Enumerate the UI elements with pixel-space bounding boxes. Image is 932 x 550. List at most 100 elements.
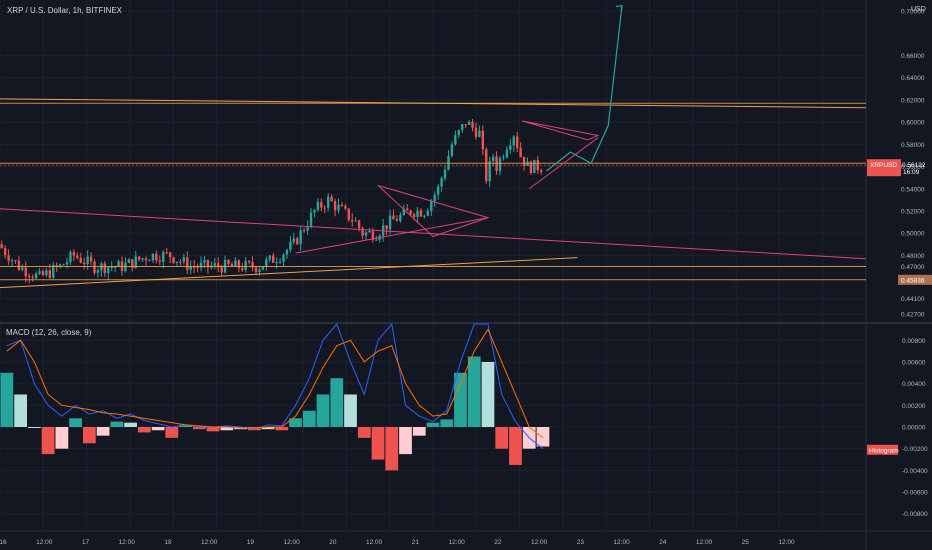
- candle-body: [265, 259, 268, 267]
- time-tick-label: 12:00: [36, 539, 53, 546]
- time-tick-label: 24: [659, 539, 667, 546]
- macd-histogram-bar: [124, 422, 137, 427]
- candle-body: [65, 262, 69, 265]
- candle-body: [127, 259, 131, 263]
- candle-body: [313, 209, 316, 213]
- candle-body: [402, 208, 405, 215]
- candle-body: [509, 145, 512, 150]
- candle-body: [48, 270, 52, 278]
- candle-body: [155, 253, 158, 261]
- macd-histogram-bar: [536, 427, 550, 447]
- macd-tick-label: 0.00400: [902, 381, 926, 388]
- time-tick-label: 21: [412, 539, 420, 546]
- symbol-tag: XRPUSD: [870, 162, 897, 169]
- price-tick-label: 0.50000: [901, 231, 925, 238]
- macd-histogram-bar: [495, 427, 509, 449]
- candle-body: [272, 255, 275, 263]
- candle-body: [162, 252, 165, 262]
- level-price-value: 0.45836: [901, 277, 925, 284]
- candle-body: [306, 226, 309, 231]
- macd-histogram-bar: [412, 427, 426, 436]
- macd-histogram-bar: [467, 356, 481, 427]
- candle-body: [124, 262, 127, 272]
- macd-histogram-bar: [330, 378, 344, 427]
- macd-histogram-bar: [220, 427, 234, 431]
- triangle-pattern-2: [522, 120, 600, 141]
- time-tick-label: 12:00: [448, 539, 465, 546]
- candle-body: [326, 196, 330, 208]
- time-tick-label: 22: [494, 539, 502, 546]
- candle-body: [502, 157, 505, 159]
- candle-body: [344, 206, 347, 209]
- rising-support-line: [0, 257, 578, 289]
- candle-body: [24, 267, 27, 277]
- candle-body: [28, 276, 31, 278]
- candle-body: [364, 232, 368, 236]
- macd-histogram-bar: [454, 372, 467, 427]
- candle-body: [495, 156, 498, 171]
- signal-line: [6, 328, 544, 439]
- candle-body: [175, 261, 179, 263]
- candle-body: [254, 267, 258, 273]
- candle-body: [213, 263, 216, 266]
- candle-body: [241, 267, 244, 271]
- candle-body: [141, 258, 144, 260]
- time-tick-label: 20: [329, 539, 337, 546]
- candle-body: [333, 201, 337, 211]
- candle-body: [361, 228, 364, 236]
- candle-body: [320, 202, 323, 208]
- projection-arrowhead: [615, 4, 623, 12]
- time-tick-label: 12:00: [201, 539, 218, 546]
- candle-body: [38, 271, 41, 274]
- macd-histogram-bar: [481, 361, 495, 427]
- time-tick-label: 16: [0, 539, 7, 546]
- time-tick-label: 12:00: [366, 539, 383, 546]
- candle-body: [179, 261, 182, 263]
- candle-body: [505, 149, 509, 158]
- candle-body: [533, 159, 536, 173]
- candle-body: [406, 208, 409, 211]
- macd-histogram-bar: [27, 427, 41, 428]
- candle-body: [237, 260, 241, 268]
- symbol-title[interactable]: XRP / U.S. Dollar, 1h, BITFINEX: [7, 6, 122, 15]
- candle-body: [117, 261, 120, 267]
- candle-body: [72, 252, 76, 256]
- candle-body: [412, 214, 416, 217]
- time-tick-label: 12:00: [696, 539, 713, 546]
- candle-body: [206, 259, 210, 268]
- candle-body: [443, 169, 447, 179]
- macd-histogram-bar: [0, 372, 14, 427]
- macd-line: [6, 322, 544, 450]
- candle-body: [69, 252, 72, 263]
- last-price-value: 0.56122: [902, 162, 926, 169]
- macd-histogram-bar: [69, 418, 82, 427]
- candle-body: [3, 248, 7, 256]
- candle-body: [62, 264, 65, 266]
- support-trendline-2: [528, 137, 599, 190]
- candle-body: [399, 214, 402, 221]
- candle-body: [131, 259, 134, 268]
- candle-body: [275, 262, 278, 264]
- candle-body: [14, 260, 17, 262]
- candle-body: [261, 266, 265, 270]
- macd-histogram-bar: [289, 418, 302, 427]
- candle-body: [251, 262, 254, 268]
- macd-tick-label: -0.00200: [902, 446, 928, 453]
- candle-body: [309, 212, 313, 227]
- triangle-pattern-1: [377, 184, 490, 238]
- macd-histogram-bar: [275, 427, 289, 431]
- price-tick-label: 0.64000: [901, 75, 925, 82]
- candle-body: [540, 170, 543, 172]
- support-trendline-1: [295, 217, 489, 254]
- candle-body: [21, 267, 24, 271]
- candle-body: [234, 260, 237, 267]
- candle-body: [357, 220, 361, 229]
- candle-body: [134, 256, 137, 268]
- macd-histogram-bar: [110, 421, 124, 427]
- macd-histogram-bar: [371, 427, 385, 460]
- macd-title[interactable]: MACD (12, 26, close, 9): [6, 328, 92, 337]
- candle-body: [461, 124, 464, 131]
- candle-body: [148, 260, 151, 262]
- price-tick-label: 0.66000: [901, 53, 925, 60]
- macd-histogram-bar: [399, 427, 412, 455]
